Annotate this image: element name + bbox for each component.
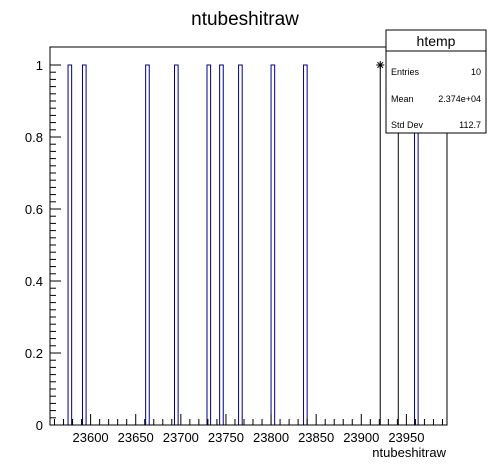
x-tick-label-2: 23700 [163, 430, 199, 445]
y-axis: 0 0.2 0.4 0.6 0.8 1 [25, 58, 61, 433]
y-tick-label-0: 0 [36, 418, 43, 433]
histogram-bar-6 [238, 64, 243, 425]
x-axis: 23600 23650 23700 23750 23800 23850 23900 23950 [54, 414, 443, 445]
x-tick-label-0: 23600 [73, 430, 109, 445]
stats-box-frame [385, 29, 487, 134]
histogram-bar-3 [174, 64, 179, 425]
histogram-bar-0 [67, 64, 73, 425]
x-tick-label-4: 23800 [253, 430, 289, 445]
x-tick-label-5: 23850 [298, 430, 334, 445]
y-tick-label-5: 1 [36, 58, 43, 73]
y-tick-label-1: 0.2 [25, 346, 43, 361]
histogram-bar-8 [303, 64, 308, 425]
plot-frame [49, 46, 448, 426]
histogram-bar-1 [81, 64, 87, 425]
stats-stddev-value: 112.7 [459, 120, 481, 130]
stats-mean-value: 2.374e+04 [438, 94, 481, 104]
histogram-bars [67, 64, 419, 425]
histogram-bar-5 [219, 64, 224, 425]
histogram-bar-2 [145, 64, 150, 425]
y-tick-label-4: 0.8 [25, 130, 43, 145]
x-tick-label-3: 23750 [208, 430, 244, 445]
chart-title: ntubeshitraw [191, 9, 299, 30]
histogram-bar-4 [206, 64, 212, 425]
stats-box-title: htemp [417, 33, 456, 49]
x-tick-label-1: 23650 [118, 430, 154, 445]
x-tick-label-7: 23950 [388, 430, 424, 445]
stats-box: htemp Entries 10 Mean 2.374e+04 Std Dev … [385, 29, 487, 134]
y-tick-label-2: 0.4 [25, 274, 43, 289]
stats-stddev-label: Std Dev [391, 120, 424, 130]
stats-entries-label: Entries [391, 67, 420, 77]
stats-entries-value: 10 [471, 67, 481, 77]
y-tick-label-3: 0.6 [25, 202, 43, 217]
stats-mean-label: Mean [391, 94, 414, 104]
star-marker-0 [376, 61, 385, 69]
x-axis-title: ntubeshitraw [372, 445, 446, 460]
histogram-bar-7 [270, 64, 276, 425]
x-tick-label-6: 23900 [343, 430, 379, 445]
